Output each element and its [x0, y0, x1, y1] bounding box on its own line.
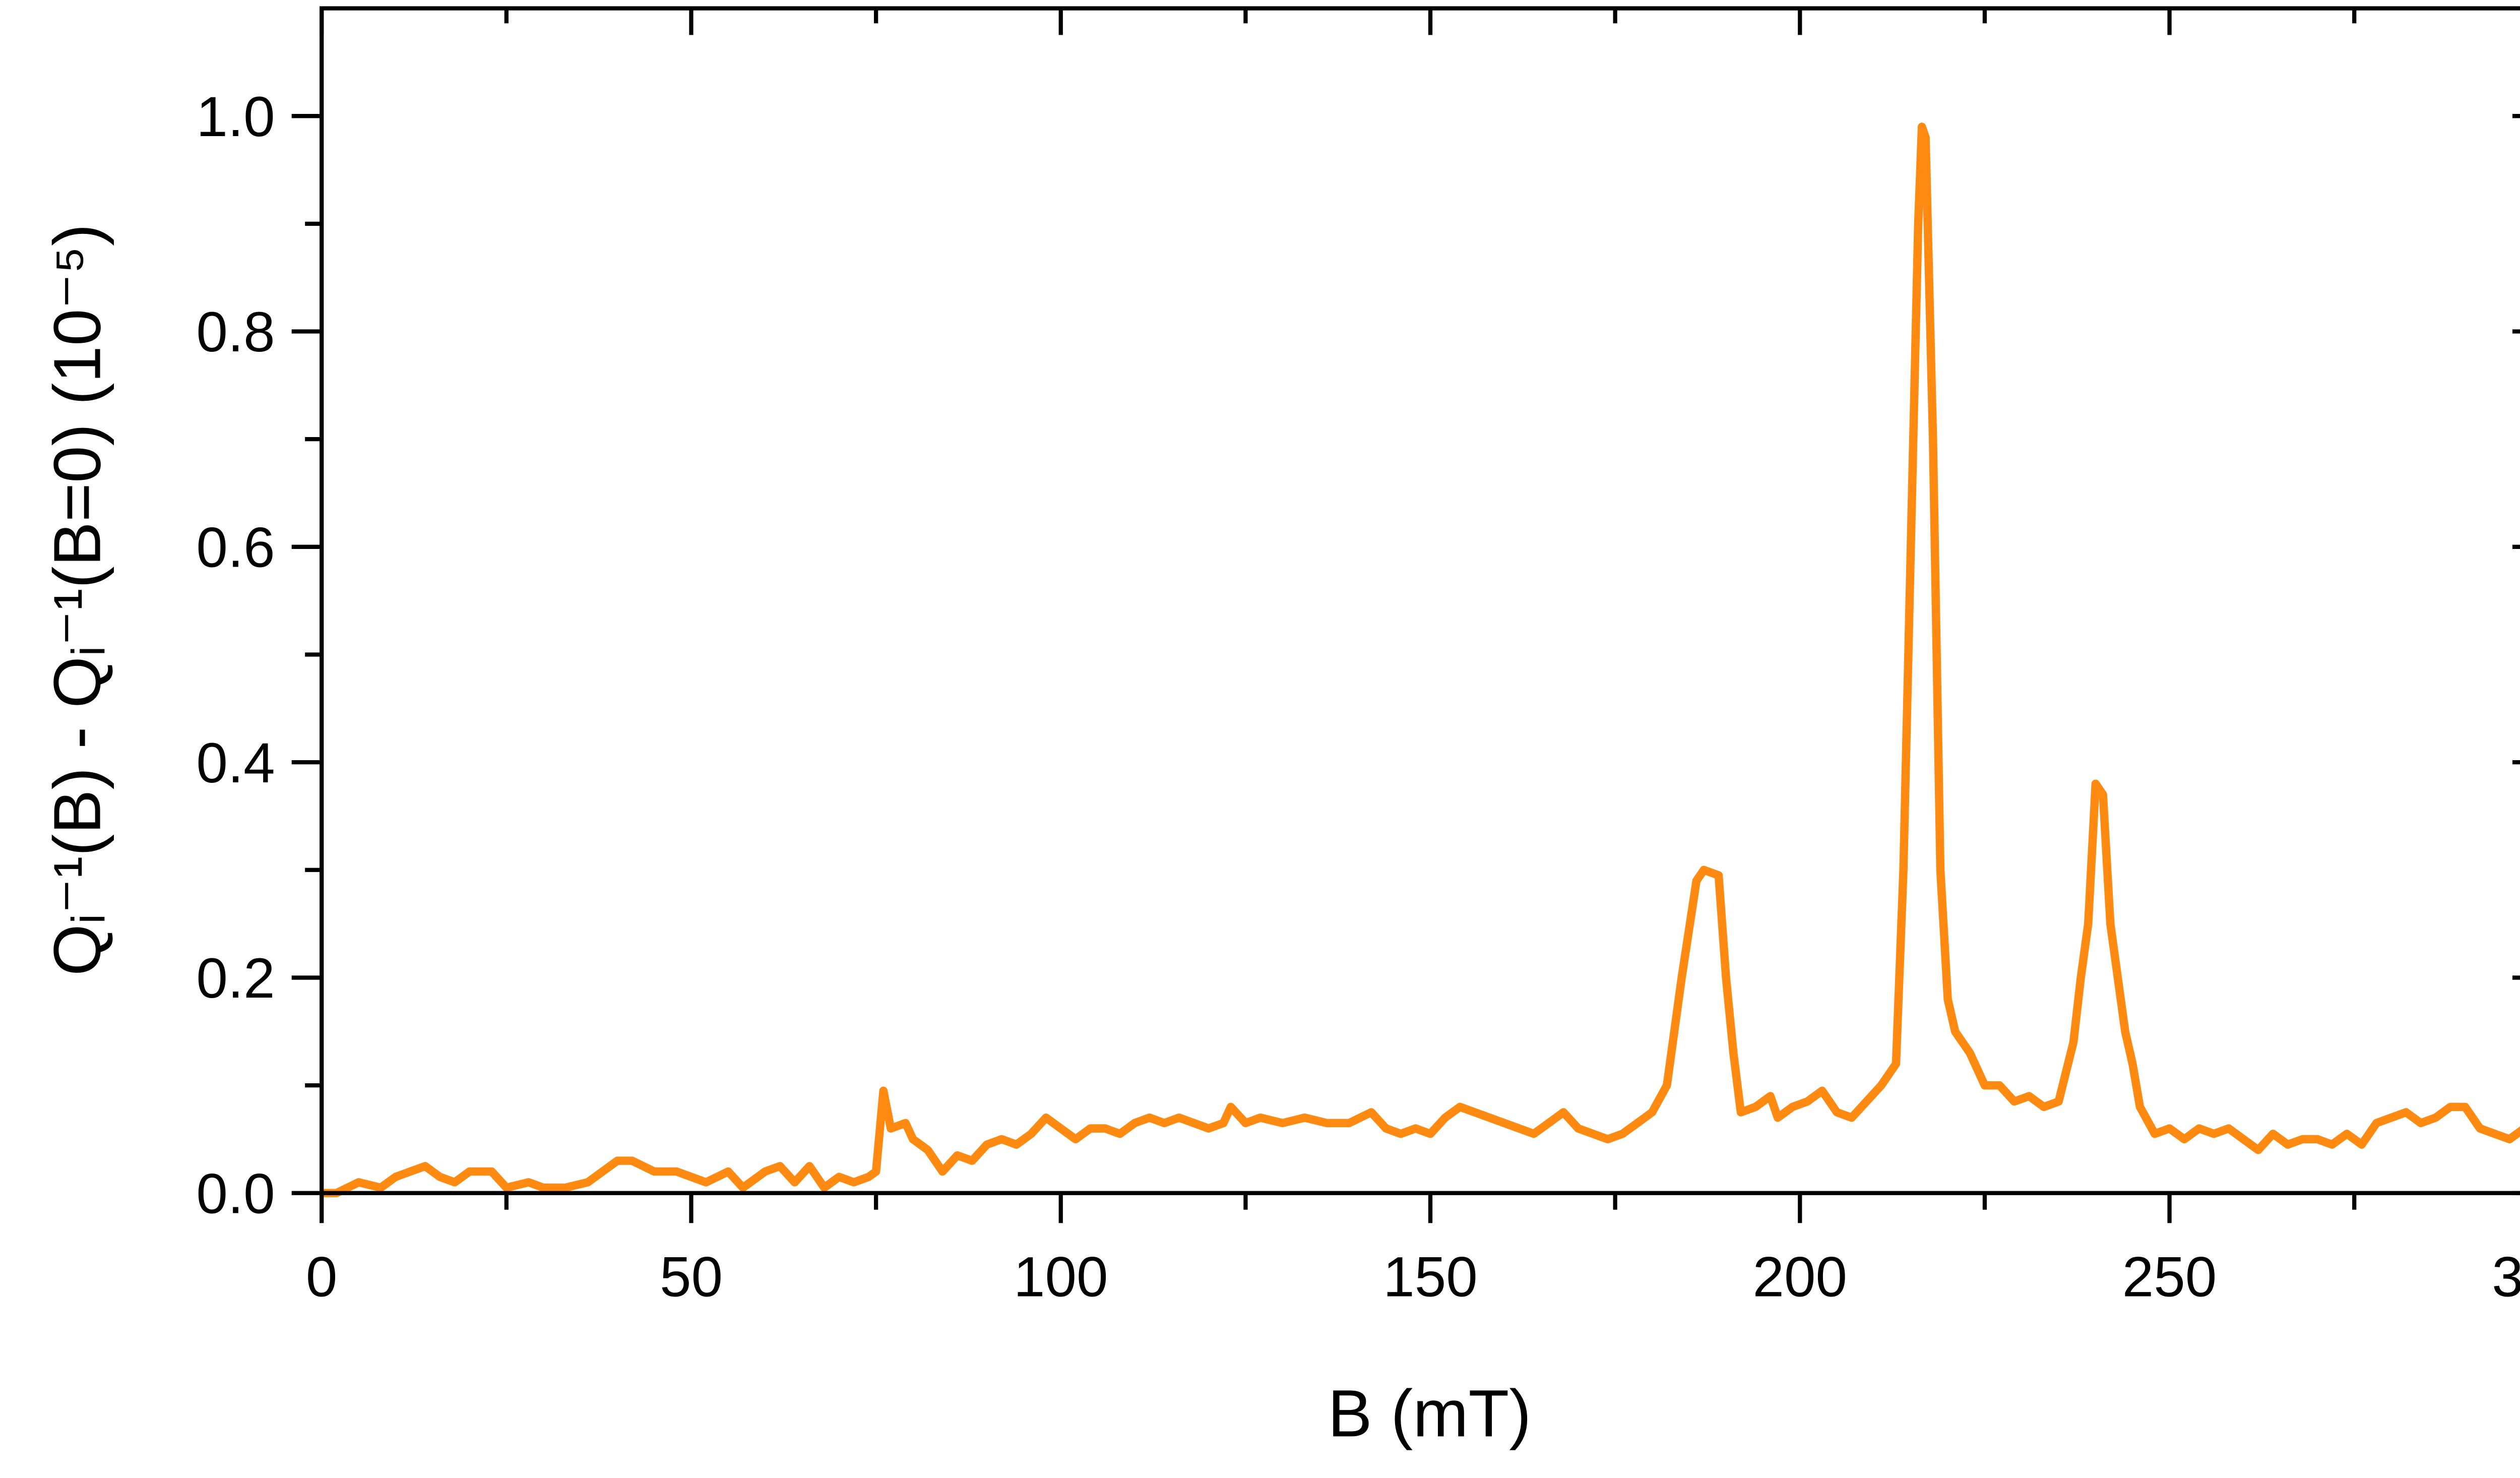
x-tick-label: 250 [2122, 1245, 2217, 1309]
y-axis-label: Qᵢ⁻¹(B) - Qᵢ⁻¹(B=0) (10⁻⁵) [40, 224, 115, 976]
x-tick-label: 150 [1383, 1245, 1477, 1309]
y-tick-label: 0.4 [196, 731, 275, 794]
y-tick-label: 0.0 [196, 1161, 275, 1225]
y-tick-label: 0.2 [196, 946, 275, 1010]
data-line [322, 122, 2520, 1198]
y-tick-label: 0.6 [196, 515, 275, 579]
x-tick-label: 300 [2492, 1245, 2520, 1309]
x-tick-label: 50 [660, 1245, 723, 1309]
plot-frame [320, 6, 2520, 1195]
x-axis-label: B (mT) [1328, 1376, 1531, 1451]
x-tick-label: 200 [1753, 1245, 1848, 1309]
y-tick-label: 0.8 [196, 300, 275, 363]
x-tick-label: 0 [306, 1245, 338, 1309]
x-tick-label: 100 [1014, 1245, 1108, 1309]
y-tick-label: 1.0 [196, 85, 275, 148]
